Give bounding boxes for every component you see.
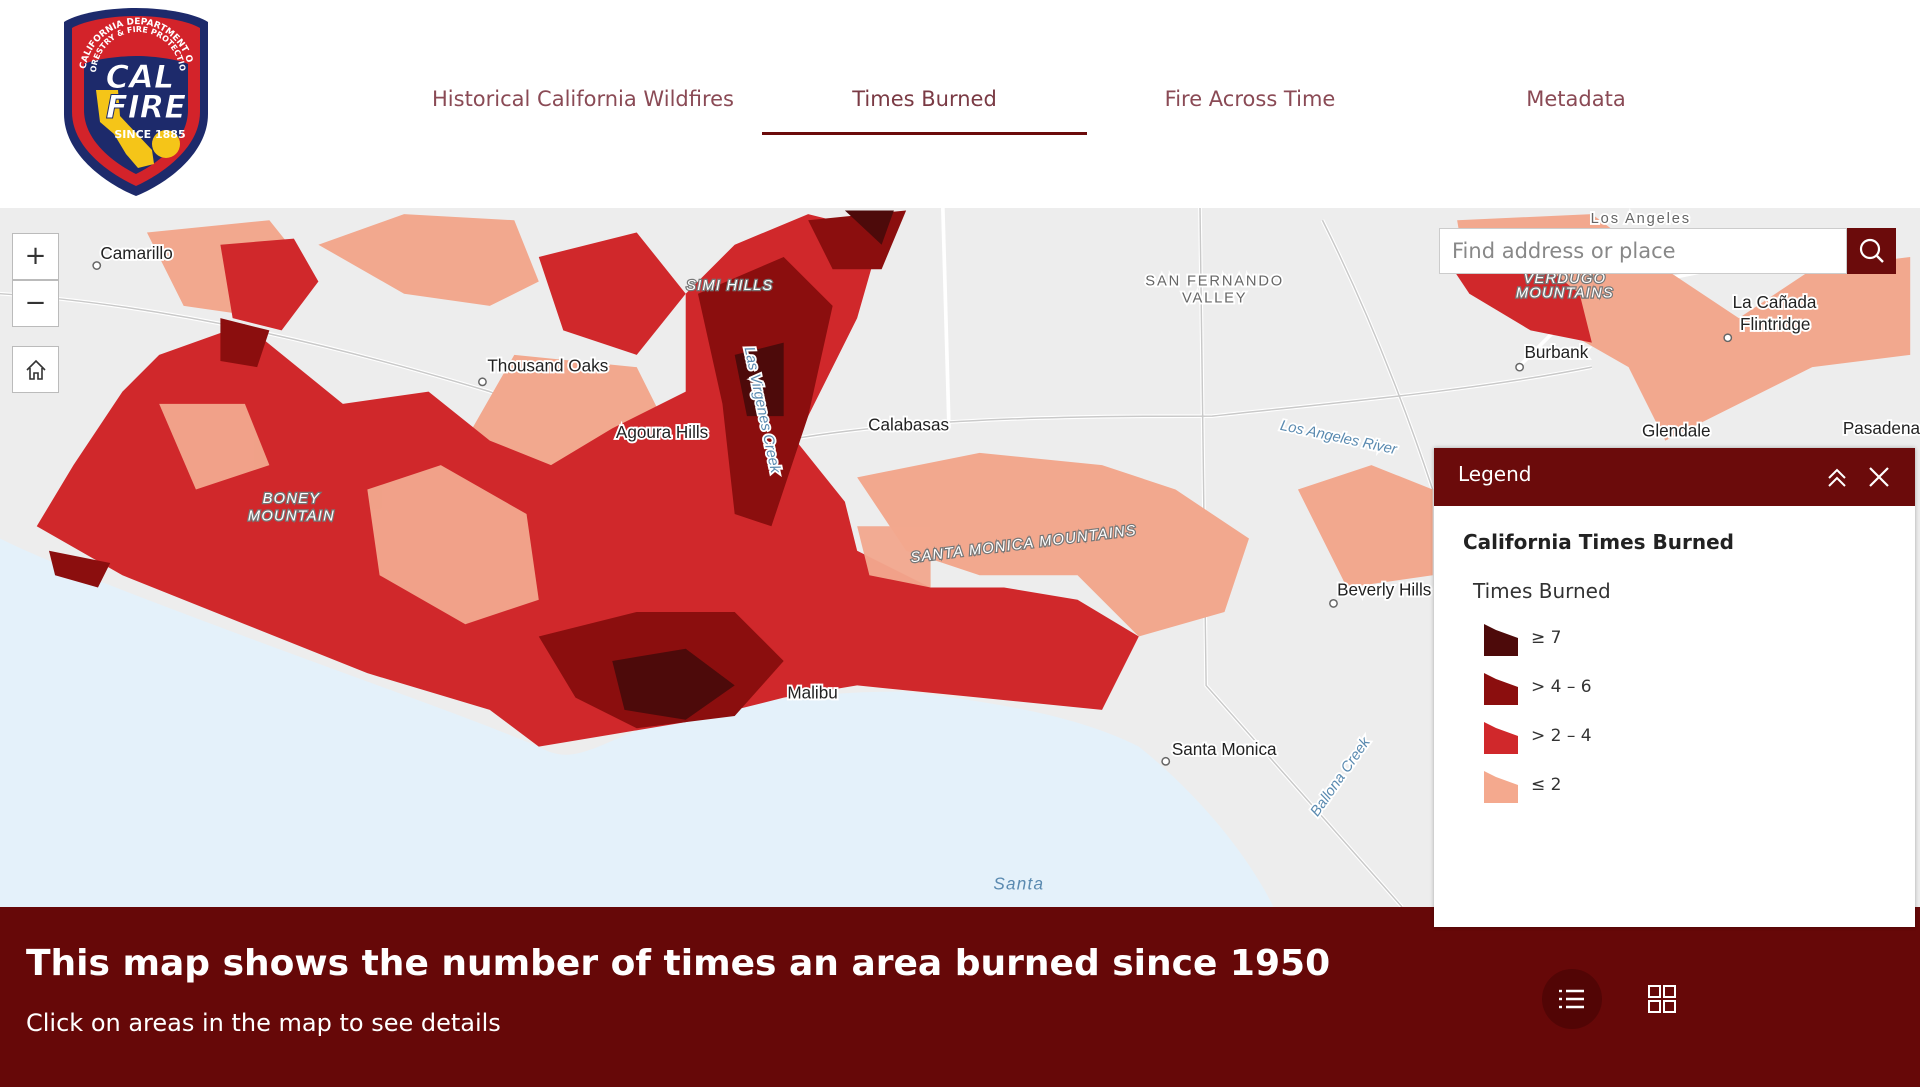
legend-header: Legend [1434,448,1915,506]
map-label: VERDUGO [1523,271,1606,287]
map-label: Pasadena [1843,418,1920,438]
legend-field: Times Burned [1473,579,1611,603]
list-view-button[interactable] [1540,967,1604,1031]
search-icon [1859,238,1884,263]
map-label: Santa Monica [1172,739,1277,759]
zoom-out-button[interactable]: − [12,280,59,327]
logo-title: CAL [106,58,175,96]
map-label: Calabasas [868,414,949,434]
map-label: VALLEY [1182,290,1247,306]
map-label: Los Angeles [1591,211,1691,227]
home-icon [25,359,46,380]
legend-layer-title: California Times Burned [1463,530,1734,554]
search-button[interactable] [1847,228,1896,274]
legend-panel: Legend California Times Burned Times Bur… [1434,448,1915,927]
zoom-in-button[interactable]: + [12,233,59,280]
legend-swatch [1484,771,1518,803]
map-label: Santa [993,873,1044,893]
map-label: Flintridge [1740,314,1810,334]
legend-item-label: > 2 – 4 [1531,726,1592,746]
search-input[interactable]: Find address or place [1439,228,1847,274]
nav-tab[interactable]: Historical California Wildfires [432,87,734,111]
info-banner: This map shows the number of times an ar… [0,907,1920,1087]
legend-swatch-shape [1484,673,1518,705]
close-button[interactable] [1864,462,1894,492]
legend-swatch-shape [1484,722,1518,754]
legend-swatch-shape [1484,624,1518,656]
logo-since: SINCE 1885 [114,128,185,141]
map-label: BONEY [263,491,321,507]
map-label: Agoura Hills [616,422,708,442]
map-label: Camarillo [100,243,172,263]
legend-swatch [1484,624,1518,656]
legend-item-label: ≤ 2 [1531,775,1562,795]
home-button[interactable] [12,346,59,393]
legend-swatch [1484,722,1518,754]
nav-tab-active[interactable]: Times Burned [762,82,1087,135]
legend-item-label: > 4 – 6 [1531,677,1592,697]
banner-title: This map shows the number of times an ar… [26,943,1331,984]
legend-item-label: ≥ 7 [1531,628,1562,648]
nav-tab[interactable]: Fire Across Time [1164,87,1336,111]
banner-subtitle: Click on areas in the map to see details [26,1009,501,1037]
logo[interactable]: CALIFORNIA DEPARTMENT OF FORESTRY & FIRE… [56,4,216,200]
map-label: Beverly Hills [1337,580,1431,600]
legend-title: Legend [1458,462,1532,486]
logo-title: FIRE [106,88,186,126]
map-label: SIMI HILLS [686,278,773,294]
map-label: Thousand Oaks [487,356,608,376]
nav-tab[interactable]: Metadata [1526,87,1626,111]
map-label: Malibu [787,683,837,703]
map-label: Glendale [1642,421,1711,441]
grid-view-button[interactable] [1642,979,1682,1019]
legend-swatch [1484,673,1518,705]
map-label: Burbank [1524,342,1588,362]
map-label: MOUNTAINS [1516,286,1614,302]
map-label: SAN FERNANDO [1145,273,1284,289]
collapse-button[interactable] [1822,462,1852,492]
header: CALIFORNIA DEPARTMENT OF FORESTRY & FIRE… [0,0,1920,208]
map-label: La Cañada [1733,292,1817,312]
map-label: MOUNTAIN [248,508,335,524]
legend-swatch-shape [1484,771,1518,803]
